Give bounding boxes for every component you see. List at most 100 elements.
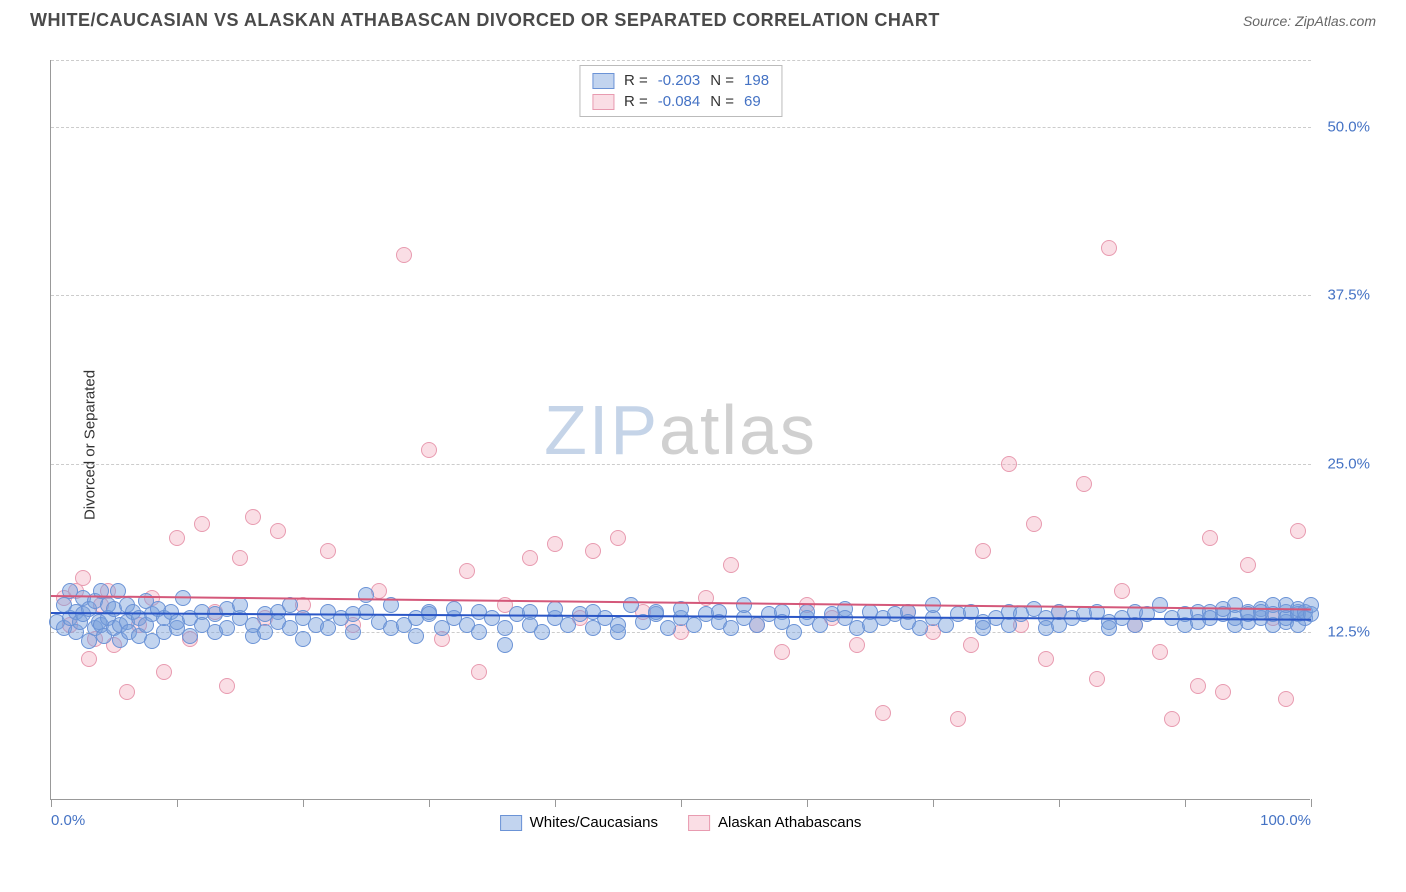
scatter-point — [736, 597, 752, 613]
x-tick — [1185, 799, 1186, 807]
scatter-point — [1164, 711, 1180, 727]
scatter-point — [219, 678, 235, 694]
grid-line — [51, 295, 1311, 296]
x-tick — [555, 799, 556, 807]
scatter-point — [1240, 557, 1256, 573]
legend-series-label-0: Whites/Caucasians — [530, 814, 658, 831]
scatter-point — [698, 590, 714, 606]
scatter-point — [547, 536, 563, 552]
source-label: Source: ZipAtlas.com — [1243, 13, 1376, 29]
scatter-point — [119, 684, 135, 700]
scatter-point — [875, 705, 891, 721]
y-tick-label: 25.0% — [1315, 455, 1370, 472]
scatter-point — [81, 651, 97, 667]
x-tick — [303, 799, 304, 807]
legend-swatch-0 — [592, 73, 614, 89]
x-tick — [933, 799, 934, 807]
scatter-point — [232, 550, 248, 566]
scatter-point — [648, 604, 664, 620]
x-tick — [1311, 799, 1312, 807]
scatter-point — [1001, 456, 1017, 472]
scatter-point — [723, 557, 739, 573]
x-tick — [177, 799, 178, 807]
legend-series-swatch-1 — [688, 815, 710, 831]
scatter-point — [1278, 691, 1294, 707]
y-tick-label: 50.0% — [1315, 119, 1370, 136]
scatter-point — [497, 637, 513, 653]
scatter-point — [1152, 597, 1168, 613]
x-tick — [807, 799, 808, 807]
scatter-point — [1152, 644, 1168, 660]
scatter-point — [1290, 523, 1306, 539]
r-value-1: -0.084 — [658, 93, 701, 110]
scatter-point — [849, 637, 865, 653]
scatter-point — [320, 543, 336, 559]
y-tick-label: 37.5% — [1315, 287, 1370, 304]
scatter-point — [1114, 583, 1130, 599]
scatter-point — [75, 570, 91, 586]
legend-series-item-1: Alaskan Athabascans — [688, 814, 861, 831]
scatter-point — [471, 664, 487, 680]
scatter-point — [175, 590, 191, 606]
scatter-point — [1101, 240, 1117, 256]
n-value-0: 198 — [744, 72, 769, 89]
scatter-point — [623, 597, 639, 613]
scatter-point — [610, 624, 626, 640]
grid-line — [51, 464, 1311, 465]
legend-series-label-1: Alaskan Athabascans — [718, 814, 861, 831]
scatter-point — [975, 543, 991, 559]
scatter-point — [408, 628, 424, 644]
scatter-point — [1202, 530, 1218, 546]
grid-line — [51, 127, 1311, 128]
scatter-point — [421, 442, 437, 458]
legend-series: Whites/Caucasians Alaskan Athabascans — [500, 814, 862, 831]
scatter-point — [1215, 684, 1231, 700]
x-tick — [1059, 799, 1060, 807]
scatter-point — [396, 247, 412, 263]
scatter-point — [194, 516, 210, 532]
legend-stats-row-1: R = -0.084 N = 69 — [592, 91, 769, 112]
x-tick — [429, 799, 430, 807]
x-tick — [681, 799, 682, 807]
scatter-point — [1026, 516, 1042, 532]
n-label-1: N = — [710, 93, 734, 110]
scatter-point — [610, 530, 626, 546]
legend-stats: R = -0.203 N = 198 R = -0.084 N = 69 — [579, 65, 782, 117]
scatter-point — [774, 644, 790, 660]
scatter-point — [1038, 651, 1054, 667]
x-tick — [51, 799, 52, 807]
scatter-point — [471, 624, 487, 640]
r-label-1: R = — [624, 93, 648, 110]
chart-title: WHITE/CAUCASIAN VS ALASKAN ATHABASCAN DI… — [30, 10, 940, 31]
watermark-prefix: ZIP — [544, 391, 659, 469]
legend-series-item-0: Whites/Caucasians — [500, 814, 658, 831]
scatter-point — [270, 523, 286, 539]
r-label-0: R = — [624, 72, 648, 89]
scatter-point — [1303, 597, 1319, 613]
watermark: ZIPatlas — [544, 390, 817, 470]
scatter-point — [282, 597, 298, 613]
x-tick-label: 100.0% — [1260, 812, 1311, 829]
scatter-point — [522, 550, 538, 566]
scatter-point — [232, 597, 248, 613]
scatter-point — [345, 624, 361, 640]
plot-area: ZIPatlas R = -0.203 N = 198 R = -0.084 N… — [50, 60, 1310, 800]
scatter-point — [245, 509, 261, 525]
scatter-point — [497, 620, 513, 636]
scatter-point — [169, 530, 185, 546]
scatter-point — [295, 631, 311, 647]
x-tick-label: 0.0% — [51, 812, 85, 829]
watermark-suffix: atlas — [659, 391, 817, 469]
grid-line-top — [51, 60, 1311, 61]
y-tick-label: 12.5% — [1315, 623, 1370, 640]
scatter-point — [1076, 476, 1092, 492]
scatter-point — [358, 587, 374, 603]
n-label-0: N = — [710, 72, 734, 89]
chart-container: Divorced or Separated ZIPatlas R = -0.20… — [50, 60, 1360, 830]
scatter-point — [156, 664, 172, 680]
legend-series-swatch-0 — [500, 815, 522, 831]
n-value-1: 69 — [744, 93, 761, 110]
scatter-point — [1190, 678, 1206, 694]
r-value-0: -0.203 — [658, 72, 701, 89]
scatter-point — [1089, 671, 1105, 687]
